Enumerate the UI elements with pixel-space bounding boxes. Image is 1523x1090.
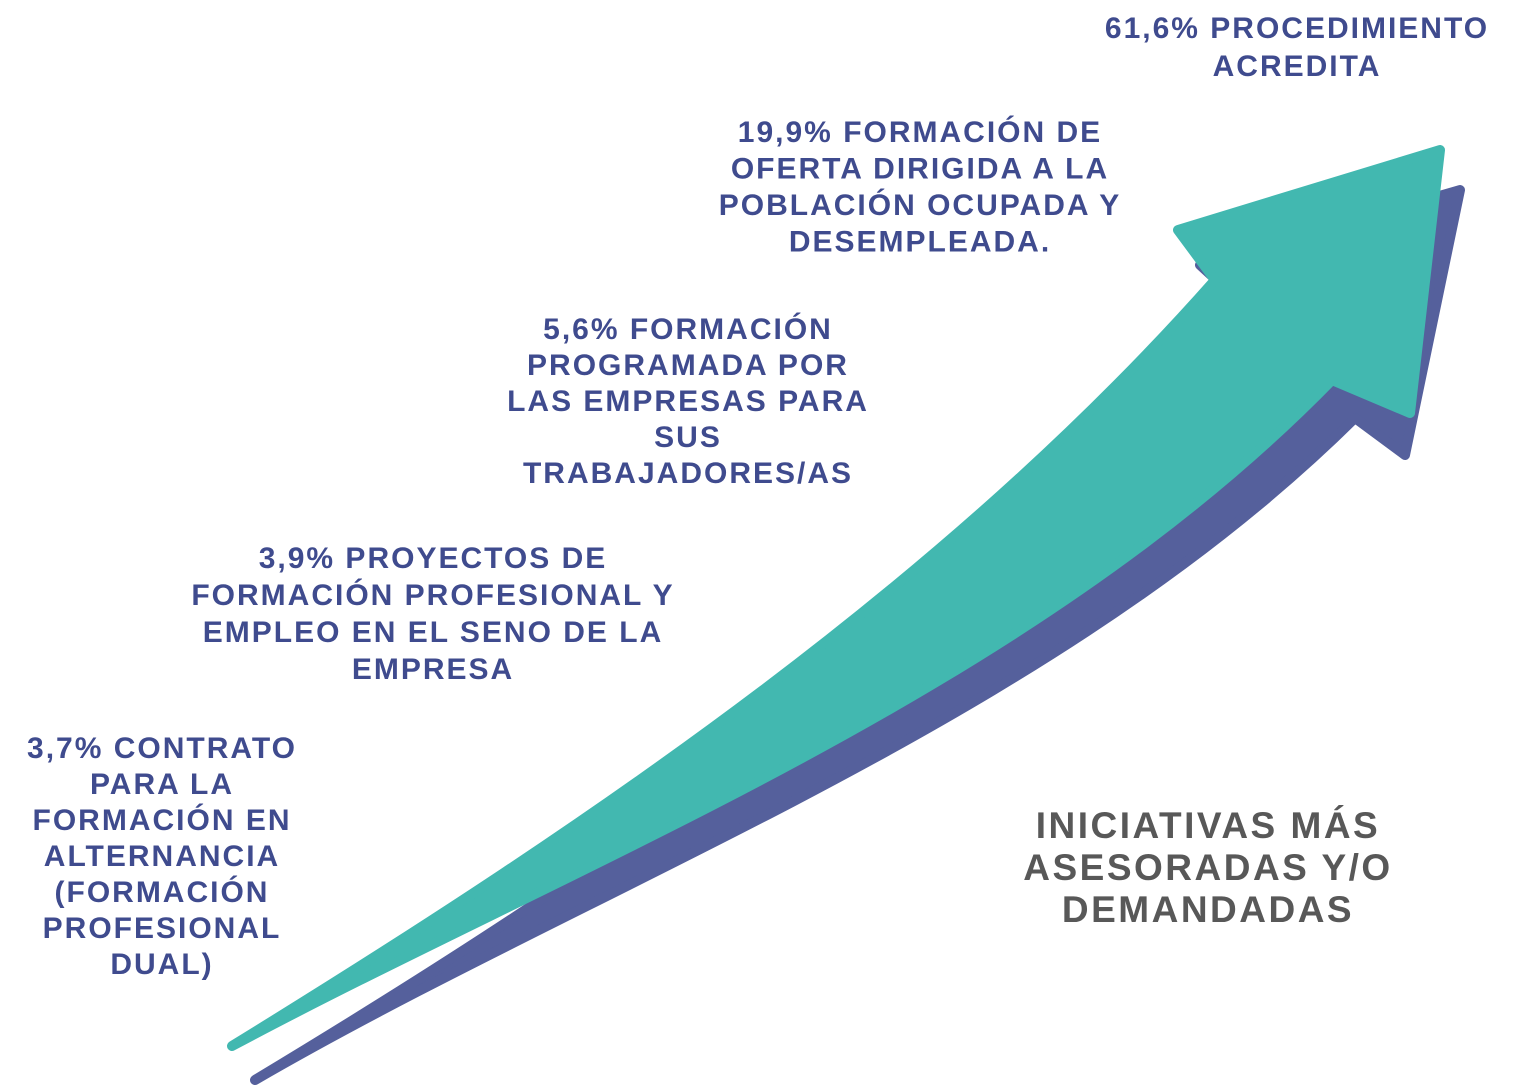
item-label: FORMACIÓN EN — [33, 803, 292, 837]
heading: INICIATIVAS MÁS — [1036, 805, 1380, 846]
item-label: 61,6% PROCEDIMIENTO — [1105, 12, 1489, 45]
item-label: DESEMPLEADA. — [789, 225, 1051, 258]
item-label: 3,9% PROYECTOS DE — [259, 542, 608, 575]
item-label: 19,9% FORMACIÓN DE — [738, 115, 1102, 149]
item-label: 3,7% CONTRATO — [27, 732, 297, 765]
item-label: TRABAJADORES/AS — [523, 457, 853, 490]
item-label: FORMACIÓN PROFESIONAL Y — [191, 578, 674, 612]
item-label: POBLACIÓN OCUPADA Y — [719, 188, 1121, 222]
item-label: 5,6% FORMACIÓN — [543, 312, 833, 346]
item-label: DUAL) — [110, 948, 213, 981]
item-label: ACREDITA — [1213, 50, 1382, 83]
item-label: LAS EMPRESAS PARA — [507, 385, 869, 418]
heading: ASESORADAS Y/O — [1023, 847, 1392, 888]
item-label: PROFESIONAL — [43, 912, 282, 945]
item-label: EMPRESA — [352, 653, 514, 686]
item-label: ALTERNANCIA — [44, 840, 280, 873]
item-label: EMPLEO EN EL SENO DE LA — [203, 616, 664, 649]
item-label: SUS — [654, 421, 722, 454]
item-label: OFERTA DIRIGIDA A LA — [731, 152, 1109, 185]
item-label: (FORMACIÓN — [55, 875, 270, 909]
item-label: PARA LA — [90, 768, 234, 801]
arrow — [227, 145, 1445, 1051]
item-label: PROGRAMADA POR — [527, 349, 849, 382]
heading: DEMANDADAS — [1062, 889, 1354, 930]
